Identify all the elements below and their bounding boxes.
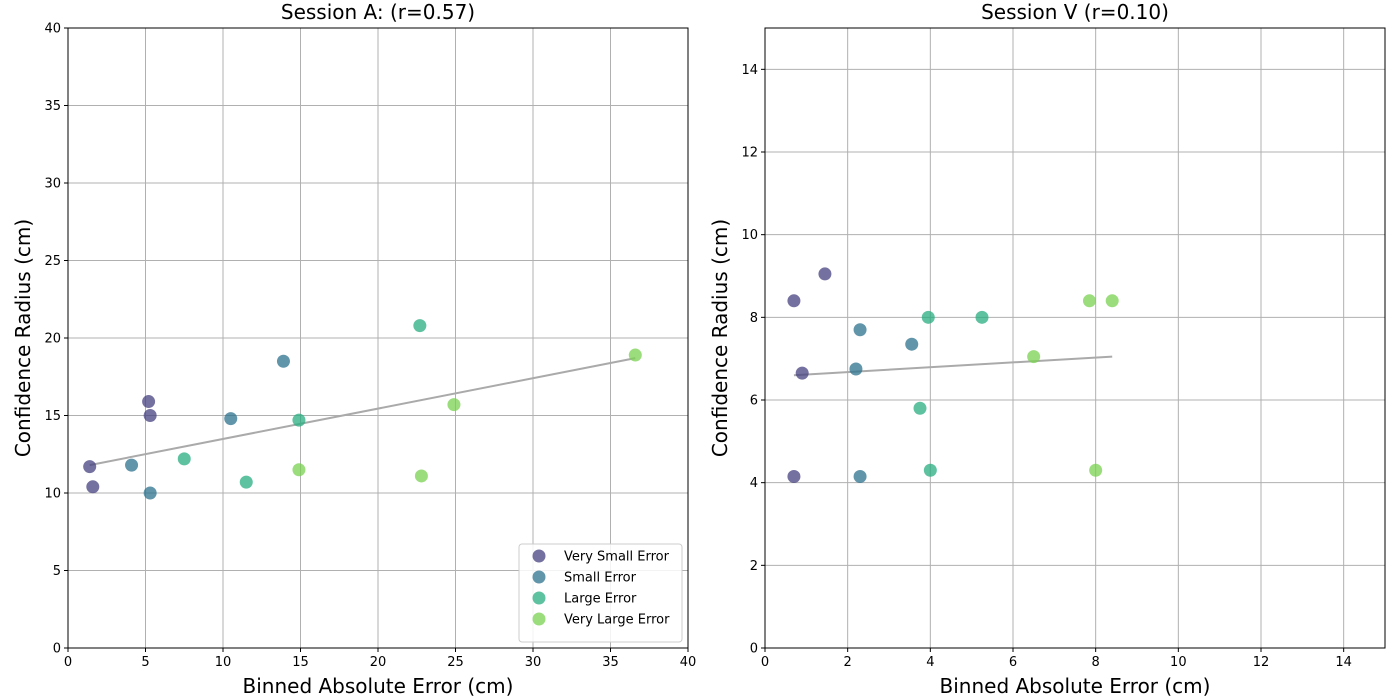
data-point xyxy=(1082,294,1096,308)
y-tick-label: 30 xyxy=(44,177,61,192)
y-tick-label: 5 xyxy=(53,564,61,579)
chart-session-v: Session V (r=0.10) Binned Absolute Error… xyxy=(708,0,1386,698)
series-very-large-error xyxy=(1027,294,1119,477)
grid xyxy=(764,28,1385,649)
data-point xyxy=(447,398,461,412)
y-tick-label: 40 xyxy=(44,22,61,37)
legend: Very Small Error Small Error Large Error Ve… xyxy=(518,543,683,643)
y-tick-label: 2 xyxy=(750,559,758,574)
y-tick-label: 4 xyxy=(750,476,758,491)
data-point xyxy=(905,337,919,351)
x-tick-label: 14 xyxy=(1335,655,1352,670)
data-point xyxy=(143,409,157,422)
data-point xyxy=(923,463,937,477)
x-axis-label: Binned Absolute Error (cm) xyxy=(243,674,514,698)
series-very-large-error xyxy=(292,348,642,483)
series-large-error xyxy=(177,319,427,489)
data-point xyxy=(921,310,935,324)
data-point xyxy=(818,267,832,281)
y-tick-label: 25 xyxy=(44,254,61,269)
x-tick-label: 40 xyxy=(680,655,697,670)
legend-marker xyxy=(532,570,546,584)
x-tick-label: 8 xyxy=(1092,655,1100,670)
series-very-small-error xyxy=(787,267,832,483)
data-point xyxy=(292,463,306,477)
x-tick-label: 20 xyxy=(370,655,387,670)
y-tick-label: 20 xyxy=(44,332,61,347)
x-tick-label: 10 xyxy=(215,655,232,670)
data-point xyxy=(276,354,290,368)
x-tick-label: 0 xyxy=(761,655,769,670)
data-point xyxy=(787,294,801,308)
data-point xyxy=(628,348,642,362)
x-tick-label: 5 xyxy=(141,655,149,670)
series-small-error xyxy=(849,323,919,483)
legend-label: Large Error xyxy=(564,592,637,607)
x-tick-label: 4 xyxy=(926,655,934,670)
data-point xyxy=(787,469,801,483)
x-tick-label: 30 xyxy=(525,655,542,670)
y-tick-label: 10 xyxy=(44,487,61,502)
x-tick-label: 25 xyxy=(447,655,464,670)
y-tick-label: 35 xyxy=(44,99,61,114)
legend-label: Very Large Error xyxy=(564,613,670,628)
data-point xyxy=(125,458,139,472)
x-axis-label: Binned Absolute Error (cm) xyxy=(940,674,1211,698)
legend-label: Very Small Error xyxy=(564,550,670,565)
x-tick-label: 2 xyxy=(844,655,852,670)
legend-label: Small Error xyxy=(564,571,637,586)
trend-line xyxy=(89,357,636,467)
data-point xyxy=(413,319,427,333)
y-tick-label: 0 xyxy=(750,642,758,657)
data-point xyxy=(1027,350,1041,364)
data-point xyxy=(239,475,253,489)
x-tick-label: 12 xyxy=(1253,655,1270,670)
legend-marker xyxy=(532,549,546,563)
data-point xyxy=(1089,463,1103,477)
data-point xyxy=(853,323,867,337)
data-point xyxy=(224,412,238,426)
series-very-small-error xyxy=(83,395,157,494)
y-axis-label: Confidence Radius (cm) xyxy=(11,219,35,457)
y-tick-label: 6 xyxy=(750,394,758,409)
legend-marker xyxy=(532,612,546,626)
chart-session-a: Session A: (r=0.57) Binned Absolute Erro… xyxy=(11,0,696,698)
y-tick-label: 0 xyxy=(53,642,61,657)
x-tick-label: 15 xyxy=(292,655,309,670)
data-point xyxy=(1105,294,1119,308)
data-point xyxy=(849,362,863,376)
data-point xyxy=(142,395,156,409)
y-axis-label: Confidence Radius (cm) xyxy=(708,219,732,457)
data-point xyxy=(795,366,809,380)
axis-ticks: 0 2 4 6 8 10 12 14 0 2 4 6 8 10 12 14 xyxy=(741,63,1351,670)
data-point xyxy=(83,460,97,474)
series-large-error xyxy=(913,310,989,477)
x-tick-label: 0 xyxy=(64,655,72,670)
legend-marker xyxy=(532,591,546,605)
y-tick-label: 12 xyxy=(741,146,758,161)
data-point xyxy=(975,310,989,324)
data-point xyxy=(177,452,191,466)
chart-title: Session V (r=0.10) xyxy=(981,0,1169,24)
y-tick-label: 15 xyxy=(44,409,61,424)
data-point xyxy=(86,480,100,494)
y-tick-label: 14 xyxy=(741,63,758,78)
data-point xyxy=(414,469,428,483)
x-tick-label: 10 xyxy=(1170,655,1187,670)
plot-frame xyxy=(764,27,1386,649)
axis-ticks: 0 5 10 15 20 25 30 35 40 0 5 10 15 20 25 30 35 40 xyxy=(44,22,696,671)
x-tick-label: 35 xyxy=(602,655,619,670)
series-small-error xyxy=(125,354,290,500)
data-point xyxy=(143,486,157,500)
y-tick-label: 10 xyxy=(741,228,758,243)
x-tick-label: 6 xyxy=(1009,655,1017,670)
data-point xyxy=(853,469,867,483)
trend-line xyxy=(793,355,1113,377)
chart-title: Session A: (r=0.57) xyxy=(281,0,475,24)
data-point xyxy=(292,413,306,427)
y-tick-label: 8 xyxy=(750,311,758,326)
legend-box xyxy=(518,543,683,643)
data-point xyxy=(913,401,927,415)
